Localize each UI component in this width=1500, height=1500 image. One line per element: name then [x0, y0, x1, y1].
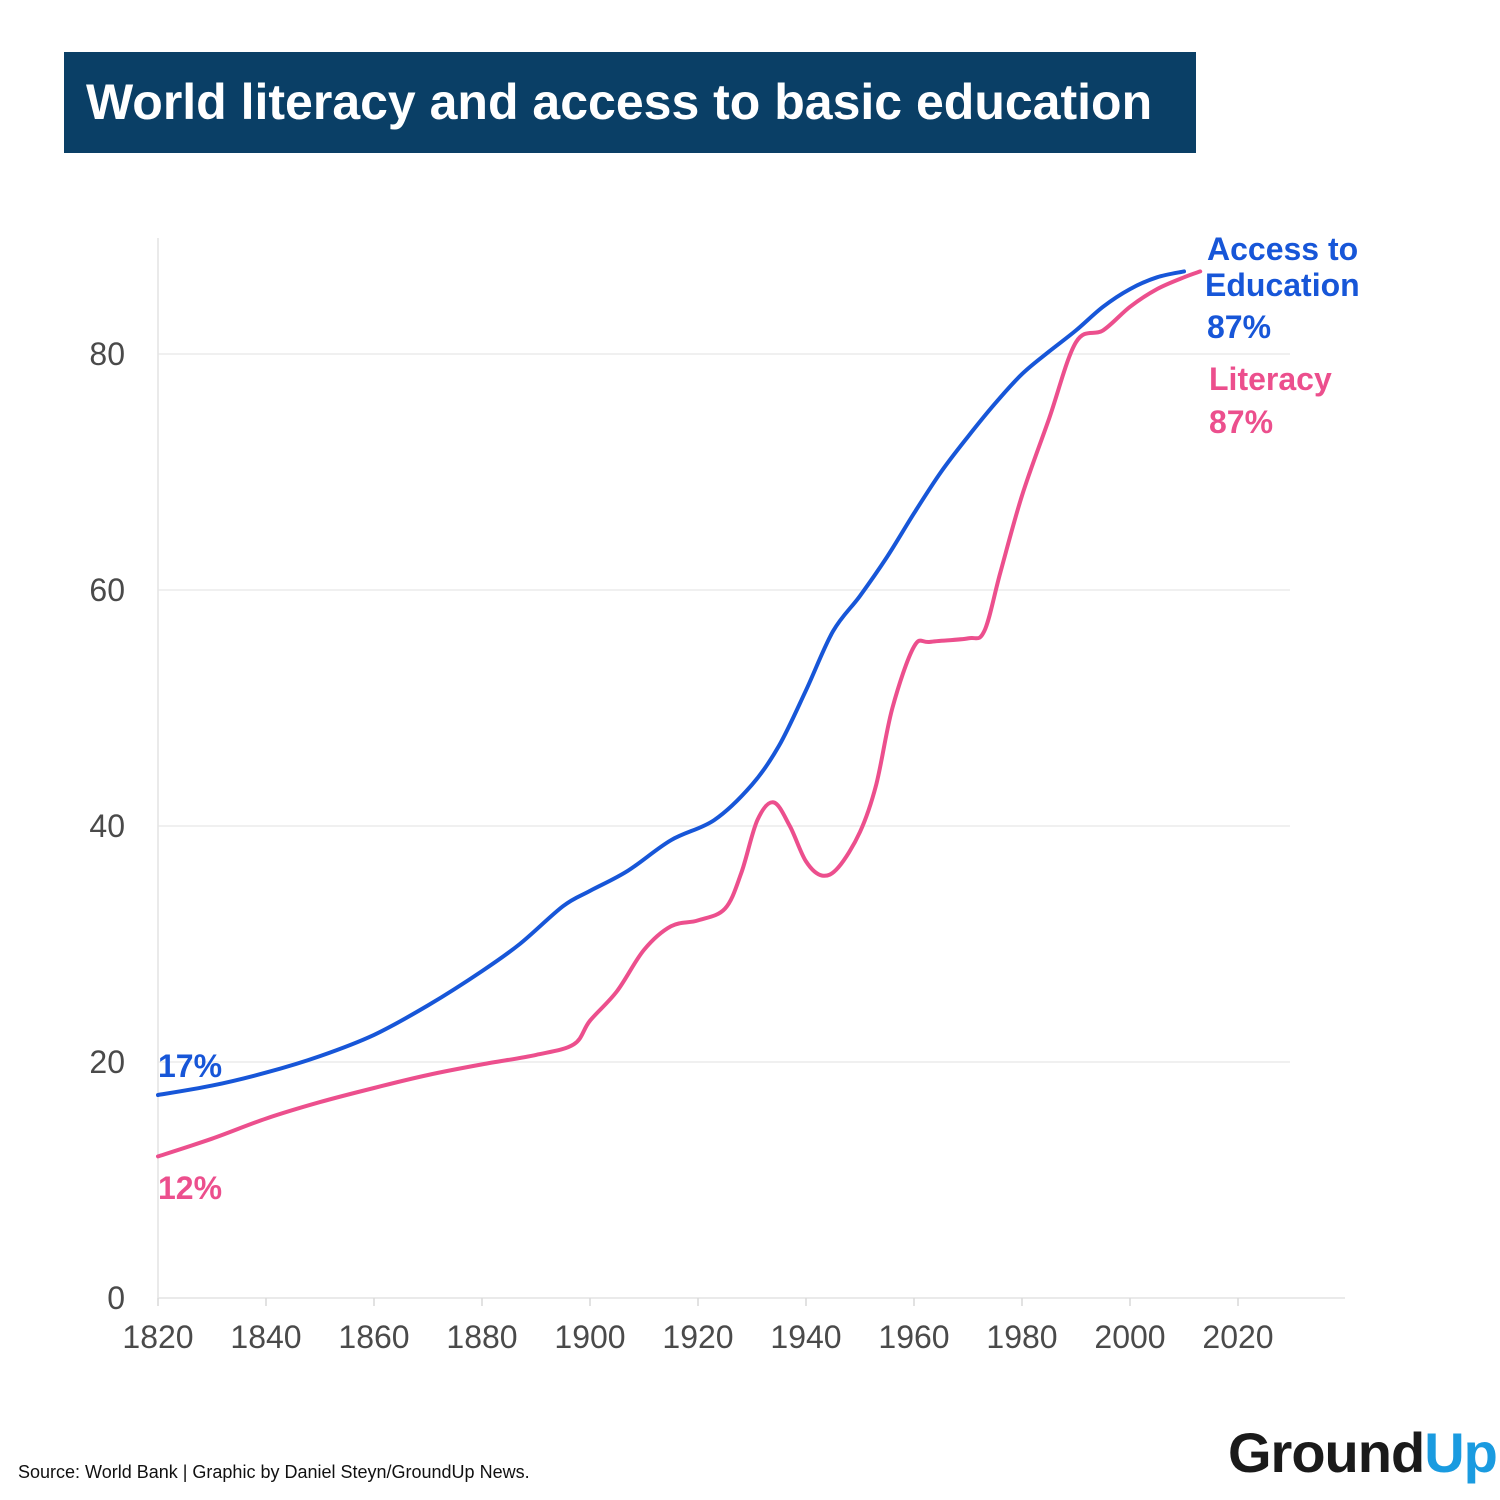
chart-title: World literacy and access to basic educa… — [86, 74, 1153, 130]
education-end-label-line2: Education — [1205, 267, 1360, 303]
groundup-logo: GroundUp — [1228, 1420, 1498, 1485]
y-axis-ticks: 0 20 40 60 80 — [89, 336, 125, 1316]
grid-lines — [158, 353, 1290, 1063]
education-start-label: 17% — [158, 1048, 222, 1084]
literacy-start-label: 12% — [158, 1170, 222, 1206]
x-tick-label-1860: 1860 — [338, 1319, 409, 1355]
education-end-value: 87% — [1207, 309, 1271, 345]
x-tick-label-2020: 2020 — [1202, 1319, 1273, 1355]
x-tick-label-1960: 1960 — [878, 1319, 949, 1355]
logo-part-ground: Ground — [1228, 1421, 1425, 1484]
x-tick-label-1840: 1840 — [230, 1319, 301, 1355]
x-tick-label-1920: 1920 — [662, 1319, 733, 1355]
literacy-end-value: 87% — [1209, 404, 1273, 440]
education-end-label-line1: Access to — [1207, 231, 1358, 267]
y-tick-label-60: 60 — [89, 572, 125, 608]
series-line-literacy — [156, 269, 1203, 1159]
series-lines — [156, 269, 1203, 1159]
literacy-end-label: Literacy — [1209, 361, 1332, 397]
series-line-access-to-education — [156, 269, 1186, 1097]
x-tick-label-1900: 1900 — [554, 1319, 625, 1355]
x-tick-label-2000: 2000 — [1094, 1319, 1165, 1355]
x-axis-ticks: 1820 1840 1860 1880 1900 1920 1940 1960 1980 2000… — [122, 1298, 1274, 1355]
logo-part-up: Up — [1424, 1421, 1498, 1484]
y-tick-label-0: 0 — [107, 1280, 125, 1316]
axes — [157, 238, 1345, 1299]
title-banner: World literacy and access to basic educa… — [64, 52, 1196, 153]
x-tick-label-1820: 1820 — [122, 1319, 193, 1355]
x-tick-label-1980: 1980 — [986, 1319, 1057, 1355]
y-tick-label-80: 80 — [89, 336, 125, 372]
y-tick-label-40: 40 — [89, 808, 125, 844]
y-tick-label-20: 20 — [89, 1044, 125, 1080]
x-tick-label-1940: 1940 — [770, 1319, 841, 1355]
source-footer: Source: World Bank | Graphic by Daniel S… — [18, 1462, 530, 1482]
x-tick-label-1880: 1880 — [446, 1319, 517, 1355]
